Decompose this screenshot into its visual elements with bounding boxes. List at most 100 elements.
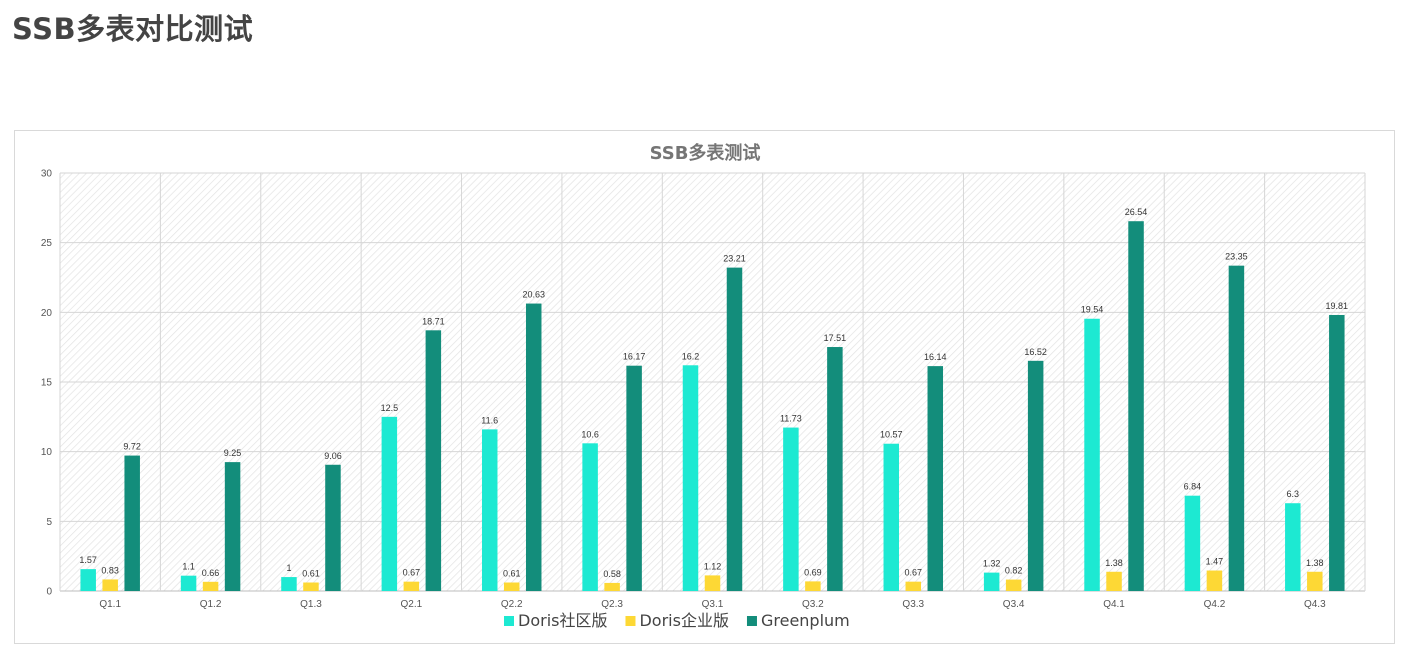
data-label: 1.38 (1105, 558, 1123, 568)
x-tick-label: Q4.2 (1204, 599, 1226, 610)
bar-Doris企业版-Q3.4 (1005, 579, 1022, 591)
legend-label: Doris社区版 (518, 611, 607, 630)
x-tick-label: Q2.1 (401, 599, 423, 610)
bar-Greenplum-Q4.1 (1128, 221, 1144, 591)
bar-Doris企业版-Q1.2 (202, 581, 219, 591)
bar-Doris企业版-Q3.3 (905, 581, 922, 591)
bar-Doris社区版-Q2.2 (481, 429, 498, 591)
data-label: 9.25 (224, 448, 242, 458)
bar-Doris企业版-Q3.2 (805, 581, 821, 591)
bar-Doris社区版-Q1.3 (281, 577, 297, 591)
y-tick-label: 20 (41, 308, 53, 319)
bar-Greenplum-Q1.1 (124, 455, 140, 591)
data-label: 19.54 (1081, 305, 1104, 315)
data-label: 6.84 (1184, 482, 1202, 492)
bar-Doris社区版-Q2.3 (582, 443, 598, 591)
data-label: 0.58 (603, 569, 621, 579)
y-tick-label: 10 (41, 447, 53, 458)
data-label: 10.6 (581, 429, 599, 439)
data-label: 1.47 (1206, 557, 1224, 567)
page-title: SSB多表对比测试 (12, 12, 254, 46)
bar-Doris社区版-Q3.1 (682, 365, 699, 591)
data-label: 17.51 (824, 333, 847, 343)
data-label: 0.61 (503, 569, 521, 579)
y-tick-label: 0 (46, 587, 52, 598)
chart-title: SSB多表测试 (650, 142, 761, 164)
legend-swatch (746, 616, 757, 626)
legend-label: Doris企业版 (639, 611, 728, 630)
bar-Doris社区版-Q3.2 (783, 427, 799, 591)
bar-Doris企业版-Q2.2 (503, 582, 520, 591)
data-label: 9.72 (123, 442, 141, 452)
x-tick-label: Q4.3 (1304, 599, 1326, 610)
data-label: 12.5 (381, 403, 399, 413)
x-tick-label: Q3.1 (702, 599, 724, 610)
data-label: 1 (286, 563, 291, 573)
bar-Doris社区版-Q1.2 (180, 575, 197, 591)
bar-Doris社区版-Q3.3 (883, 443, 900, 591)
bar-Doris企业版-Q1.3 (303, 582, 319, 591)
bar-Greenplum-Q1.3 (325, 464, 341, 591)
data-label: 0.61 (302, 569, 320, 579)
bar-Doris企业版-Q2.3 (604, 582, 620, 591)
x-tick-label: Q1.1 (99, 599, 121, 610)
data-label: 1.12 (704, 561, 722, 571)
x-tick-label: Q1.2 (200, 599, 222, 610)
x-tick-label: Q2.2 (501, 599, 523, 610)
bar-Doris企业版-Q4.2 (1206, 570, 1223, 591)
data-label: 16.14 (924, 352, 947, 362)
data-label: 0.82 (1005, 566, 1023, 576)
data-label: 23.35 (1225, 252, 1248, 262)
bar-Greenplum-Q3.4 (1027, 360, 1044, 591)
bar-Doris企业版-Q1.1 (102, 579, 118, 591)
y-tick-label: 5 (46, 517, 52, 528)
data-label: 18.71 (422, 316, 445, 326)
x-tick-label: Q3.2 (802, 599, 824, 610)
data-label: 0.83 (101, 565, 119, 575)
bar-Greenplum-Q1.2 (224, 462, 241, 591)
legend-label: Greenplum (761, 611, 850, 630)
data-label: 1.38 (1306, 558, 1324, 568)
chart-container: SSB多表测试 0 5 10 15 20 25 30 1.57 0.83 9.72 1.1 0.66… (14, 130, 1395, 644)
data-label: 20.63 (522, 290, 545, 300)
bar-Greenplum-Q4.3 (1329, 314, 1345, 591)
bar-Doris企业版-Q2.1 (403, 581, 420, 591)
data-label: 19.81 (1326, 301, 1349, 311)
data-label: 16.52 (1024, 347, 1047, 357)
bar-Doris社区版-Q1.1 (80, 569, 96, 591)
bar-chart: SSB多表测试 0 5 10 15 20 25 30 1.57 0.83 9.72 1.1 0.66… (41, 142, 1366, 630)
data-label: 1.32 (983, 559, 1001, 569)
data-label: 9.06 (324, 451, 342, 461)
bar-Doris社区版-Q4.2 (1184, 495, 1201, 591)
data-label: 16.2 (682, 351, 700, 361)
bar-Doris社区版-Q4.3 (1285, 503, 1301, 591)
bar-Doris企业版-Q3.1 (704, 575, 721, 591)
bar-Doris社区版-Q3.4 (983, 572, 1000, 591)
x-tick-label: Q2.3 (601, 599, 623, 610)
y-tick-label: 30 (41, 169, 53, 180)
data-label: 0.66 (202, 568, 220, 578)
y-tick-label: 15 (41, 378, 53, 389)
y-tick-label: 25 (41, 238, 53, 249)
data-label: 1.1 (182, 562, 195, 572)
x-tick-label: Q3.4 (1003, 599, 1025, 610)
data-label: 26.54 (1125, 207, 1148, 217)
data-label: 6.3 (1287, 489, 1300, 499)
x-tick-label: Q1.3 (300, 599, 322, 610)
legend-swatch (504, 616, 514, 626)
data-label: 16.17 (623, 352, 646, 362)
data-label: 11.73 (780, 414, 802, 424)
bar-Greenplum-Q2.1 (425, 330, 442, 591)
bar-Doris社区版-Q4.1 (1084, 318, 1100, 591)
data-label: 0.67 (403, 568, 421, 578)
data-label: 11.6 (481, 415, 498, 425)
legend-swatch (625, 616, 636, 626)
data-label: 1.57 (79, 555, 97, 565)
x-tick-label: Q4.1 (1103, 599, 1125, 610)
bar-Doris社区版-Q2.1 (381, 416, 398, 591)
bar-Greenplum-Q3.3 (927, 366, 944, 591)
bar-Greenplum-Q2.2 (525, 303, 542, 591)
x-tick-label: Q3.3 (902, 599, 924, 610)
bar-Greenplum-Q4.2 (1228, 265, 1245, 591)
chart-legend: Doris社区版 Doris企业版 Greenplum (504, 611, 850, 630)
